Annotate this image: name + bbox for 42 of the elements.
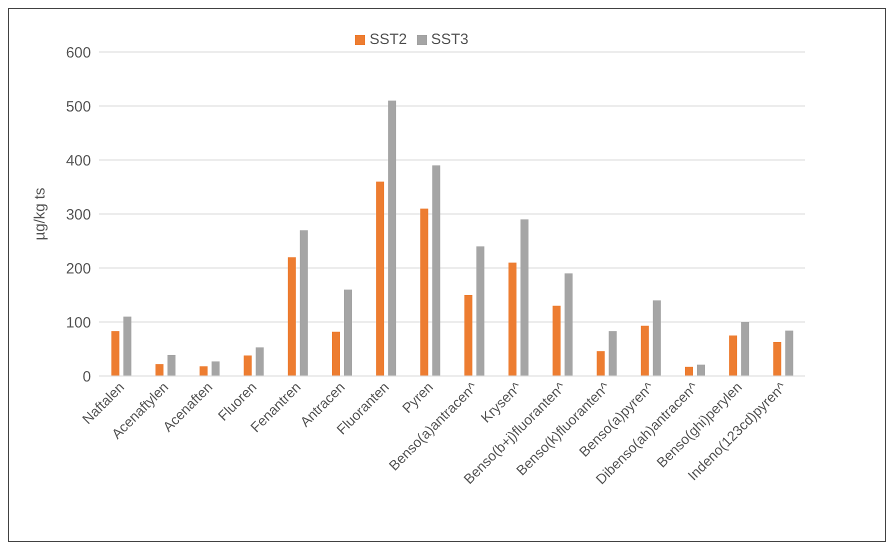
legend-label: SST2 [369, 31, 407, 48]
bar [212, 361, 220, 376]
y-tick-label: 400 [66, 152, 91, 170]
bar [684, 366, 693, 376]
y-tick-label: 100 [66, 314, 91, 332]
bar [376, 182, 384, 376]
bar [564, 273, 573, 376]
bar [741, 322, 750, 376]
bar [432, 165, 440, 376]
bar [288, 257, 296, 376]
bar [596, 351, 605, 376]
bar [244, 355, 252, 376]
y-tick-label: 0 [82, 368, 91, 386]
y-tick-label: 200 [66, 260, 91, 278]
bar [420, 208, 428, 376]
y-tick-label: 300 [66, 206, 91, 224]
bar [388, 100, 396, 376]
bar [344, 290, 352, 376]
bar [729, 336, 738, 376]
bar [608, 331, 617, 376]
y-tick-label: 600 [66, 44, 91, 62]
bar [200, 366, 208, 376]
bar [332, 332, 340, 376]
bar [773, 342, 782, 376]
bar [696, 364, 705, 376]
bar [111, 331, 120, 376]
bar [167, 354, 176, 376]
legend-label: SST3 [431, 31, 469, 48]
bar [640, 326, 649, 376]
bar [123, 316, 132, 376]
bar [300, 230, 308, 376]
bar [476, 246, 484, 376]
bar [508, 262, 516, 376]
bar [464, 295, 472, 376]
bar [552, 306, 561, 376]
bar [652, 300, 661, 376]
bar [155, 364, 164, 376]
bar [256, 347, 264, 376]
y-tick-label: 500 [66, 98, 91, 116]
bar [785, 330, 794, 376]
y-axis-title: µg/kg ts [31, 188, 48, 240]
bar [520, 219, 528, 376]
